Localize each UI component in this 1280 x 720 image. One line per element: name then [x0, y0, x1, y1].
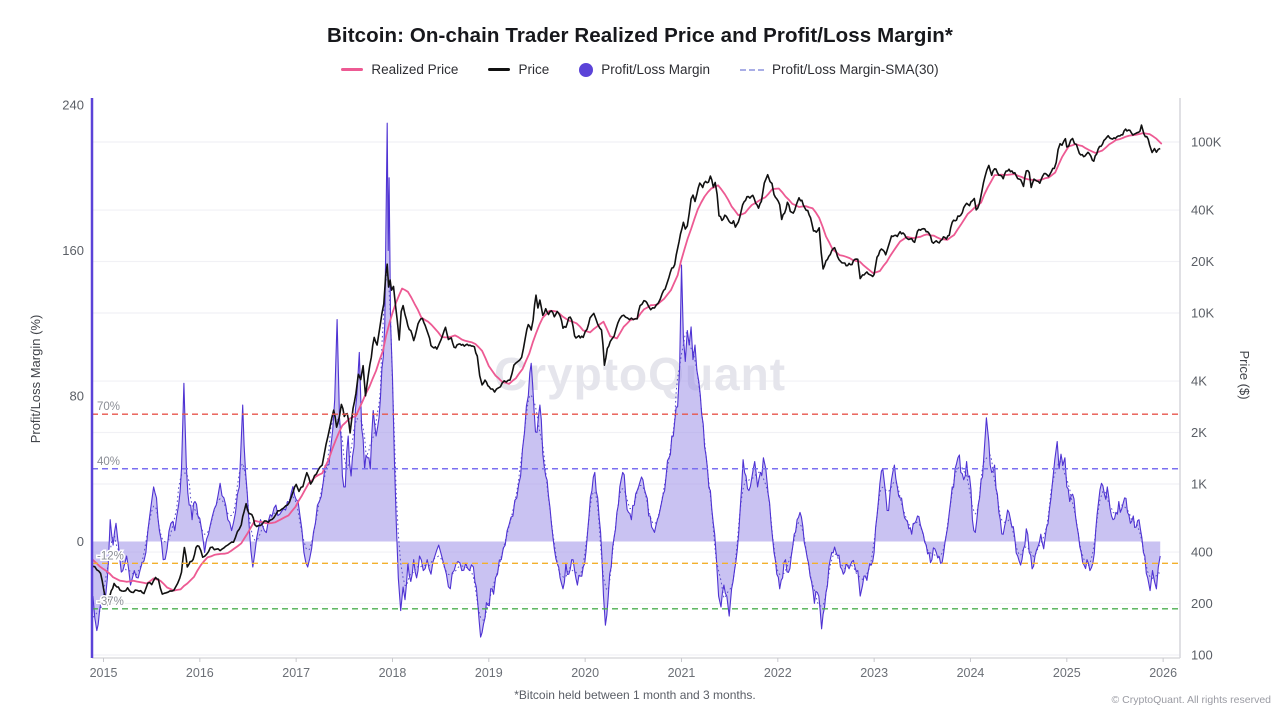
price-line-icon: [488, 68, 511, 71]
svg-text:100K: 100K: [1191, 135, 1222, 150]
svg-text:4K: 4K: [1191, 374, 1207, 389]
legend-label: Profit/Loss Margin: [601, 62, 711, 77]
gridlines: [92, 141, 1180, 656]
svg-text:10K: 10K: [1191, 306, 1214, 321]
svg-text:40%: 40%: [97, 456, 120, 468]
series-layer: [92, 122, 1163, 638]
axes: 2015 2016 2017 2018 2019 2020 2021 2022 2023 2024…: [62, 98, 1221, 680]
svg-text:40K: 40K: [1191, 203, 1214, 218]
svg-text:240: 240: [62, 98, 84, 113]
svg-text:2022: 2022: [764, 666, 792, 680]
svg-text:20K: 20K: [1191, 254, 1214, 269]
svg-text:2018: 2018: [379, 666, 407, 680]
svg-text:2020: 2020: [571, 666, 599, 680]
legend-item-price[interactable]: Price: [488, 62, 549, 77]
threshold-lines: 70% 40% -12% -37%: [92, 400, 1180, 610]
svg-text:400: 400: [1191, 545, 1213, 560]
svg-text:2K: 2K: [1191, 425, 1207, 440]
legend-item-profit-loss-margin[interactable]: Profit/Loss Margin: [579, 62, 710, 77]
margin-dot-icon: [579, 62, 594, 77]
legend: Realized Price Price Profit/Loss Margin …: [0, 62, 1280, 77]
legend-label: Realized Price: [371, 62, 459, 77]
footnote: *Bitcoin held between 1 month and 3 mont…: [514, 688, 756, 702]
svg-text:-12%: -12%: [97, 550, 124, 562]
svg-text:2024: 2024: [957, 666, 985, 680]
sma-dash-icon: [740, 68, 765, 71]
cryptoquant-watermark: CryptoQuant: [494, 348, 786, 400]
svg-text:-37%: -37%: [97, 596, 124, 608]
svg-text:0: 0: [77, 534, 84, 549]
svg-text:2026: 2026: [1149, 666, 1177, 680]
legend-label: Price: [518, 62, 550, 77]
svg-text:2016: 2016: [186, 666, 214, 680]
svg-text:200: 200: [1191, 596, 1213, 611]
svg-text:2021: 2021: [668, 666, 696, 680]
svg-text:1K: 1K: [1191, 477, 1207, 492]
svg-text:100: 100: [1191, 648, 1213, 663]
legend-item-margin-sma[interactable]: Profit/Loss Margin-SMA(30): [740, 62, 939, 77]
left-axis-title: Profit/Loss Margin (%): [28, 315, 43, 444]
svg-text:80: 80: [70, 389, 84, 404]
svg-text:2025: 2025: [1053, 666, 1081, 680]
svg-text:160: 160: [62, 243, 84, 258]
svg-text:2023: 2023: [860, 666, 888, 680]
svg-text:2015: 2015: [90, 666, 118, 680]
legend-label: Profit/Loss Margin-SMA(30): [772, 62, 939, 77]
chart-title: Bitcoin: On-chain Trader Realized Price …: [327, 24, 953, 47]
svg-text:2017: 2017: [282, 666, 310, 680]
svg-text:2019: 2019: [475, 666, 503, 680]
legend-item-realized-price[interactable]: Realized Price: [341, 62, 458, 77]
right-axis-title: Price ($): [1237, 350, 1252, 399]
copyright: © CryptoQuant. All rights reserved: [1111, 694, 1271, 706]
realized-price-line-icon: [341, 68, 364, 71]
svg-text:70%: 70%: [97, 401, 120, 413]
